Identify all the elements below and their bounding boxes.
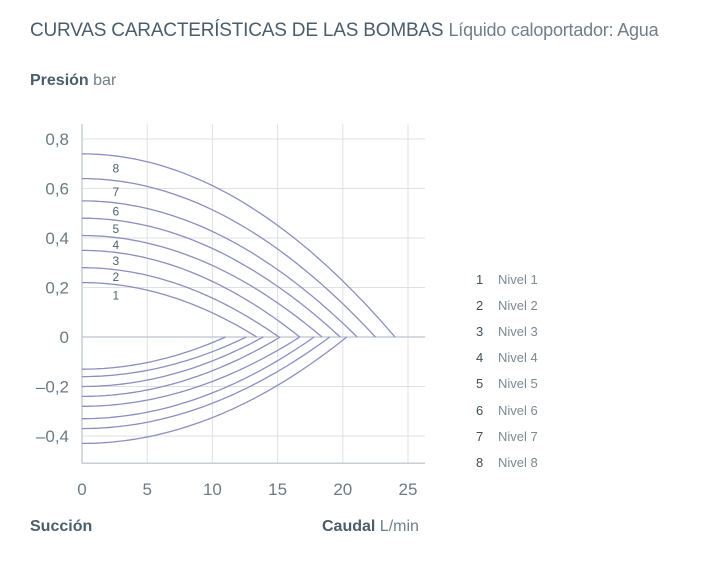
pressure-curve-7 [82,177,376,338]
y-axis-unit: bar [93,72,117,89]
curve-label-4: 4 [113,238,120,252]
legend-item: 1 Nivel 1 [476,266,538,292]
legend-number: 2 [476,297,484,313]
suction-curve-3 [82,336,264,388]
y-axis-name: Presión [30,72,89,89]
x-tick-label: 10 [203,480,222,499]
legend-item: 3 Nivel 3 [476,318,538,344]
y-tick-label: 0,8 [45,130,69,149]
legend-name: Nivel 8 [498,454,538,470]
legend-number: 1 [476,271,484,287]
legend-number: 7 [476,428,484,444]
suction-label: Succión [30,518,93,535]
chart-title: CURVAS CARACTERÍSTICAS DE LAS BOMBAS Líq… [30,20,659,42]
curve-label-6: 6 [113,205,120,219]
y-tick-label: 0,2 [45,279,69,298]
legend-item: 4 Nivel 4 [476,345,538,371]
legend-number: 5 [476,376,484,392]
x-tick-label: 0 [77,480,86,499]
suction-curve-1 [82,336,226,370]
y-axis-label: Presión bar [30,72,116,90]
pressure-curve-2 [82,267,280,338]
legend-number: 3 [476,323,484,339]
legend-number: 8 [476,454,484,470]
title-subtitle: Líquido caloportador: Agua [448,20,659,40]
x-tick-label: 20 [333,480,352,499]
suction-curve-5 [82,336,301,407]
y-tick-label: –0,4 [36,427,69,446]
x-tick-label: 5 [142,480,151,499]
legend-name: Nivel 7 [498,428,538,444]
legend-item: 8 Nivel 8 [476,449,538,475]
y-tick-label: 0,4 [45,229,69,248]
x-tick-label: 25 [399,480,418,499]
legend-name: Nivel 4 [498,350,538,366]
pressure-curve-5 [82,217,341,338]
y-tick-label: 0 [60,328,69,347]
curve-label-1: 1 [113,289,120,303]
pressure-curve-3 [82,249,301,338]
legend-item: 7 Nivel 7 [476,423,538,449]
legend-item: 2 Nivel 2 [476,292,538,318]
pressure-curve-8 [81,153,396,338]
legend-name: Nivel 2 [498,297,538,313]
suction-curve-7 [81,336,331,430]
title-main: CURVAS CARACTERÍSTICAS DE LAS BOMBAS [30,20,444,41]
x-tick-label: 15 [268,480,287,499]
legend: 1 Nivel 1 2 Nivel 2 3 Nivel 3 4 Nivel 4 5 Nivel 5… [476,266,538,476]
pressure-curve-4 [81,234,323,338]
curve-label-2: 2 [113,270,120,284]
legend-number: 6 [476,402,484,418]
legend-number: 4 [476,350,484,366]
x-axis-name: Caudal [322,518,376,535]
suction-curve-4 [82,336,281,398]
curve-label-8: 8 [113,161,120,175]
y-tick-label: –0,2 [36,378,69,397]
suction-curve-8 [82,336,348,445]
suction-curve-6 [82,336,315,420]
x-axis-label: Caudal L/min [322,518,419,536]
x-axis-unit: L/min [379,518,419,535]
legend-name: Nivel 5 [498,376,538,392]
legend-item: 6 Nivel 6 [476,397,538,423]
pressure-curve-6 [82,200,358,338]
legend-name: Nivel 1 [498,271,538,287]
legend-name: Nivel 3 [498,323,538,339]
legend-item: 5 Nivel 5 [476,371,538,397]
suction-curve-2 [82,336,247,378]
curve-label-3: 3 [113,254,120,268]
legend-name: Nivel 6 [498,402,538,418]
y-tick-label: 0,6 [45,180,69,199]
pressure-curve-1 [82,281,258,338]
curve-label-5: 5 [113,222,120,236]
curve-label-7: 7 [113,185,120,199]
